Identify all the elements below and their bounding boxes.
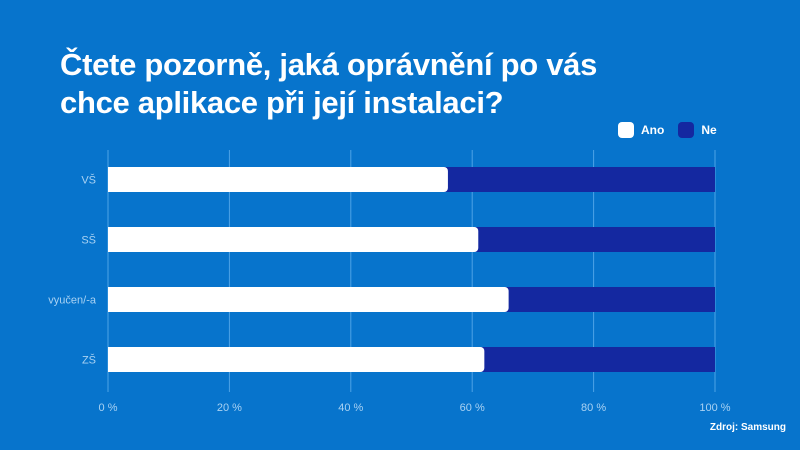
bar-ano <box>108 287 509 312</box>
bar-ano <box>108 227 479 252</box>
bar-ano-left-square <box>108 167 116 192</box>
legend: Ano Ne <box>618 122 731 138</box>
bar-ano <box>108 347 485 372</box>
x-tick-label: 40 % <box>338 402 363 414</box>
bar-ano-left-square <box>108 347 116 372</box>
source-note: Zdroj: Samsung <box>709 422 786 433</box>
legend-label-ano: Ano <box>641 123 665 137</box>
legend-swatch-ne <box>678 122 695 138</box>
x-tick-label: 80 % <box>581 402 606 414</box>
legend-label-ne: Ne <box>701 123 717 137</box>
x-tick-label: 20 % <box>217 402 242 414</box>
bar-ano-left-square <box>108 287 116 312</box>
y-category-label: SŠ <box>81 234 96 247</box>
legend-swatch-ano <box>618 122 634 138</box>
bar-ano-left-square <box>108 227 116 252</box>
x-tick-label: 100 % <box>699 402 730 414</box>
y-category-label: VŠ <box>81 174 96 187</box>
y-category-label: ZŠ <box>82 354 96 367</box>
bar-ano <box>108 167 448 192</box>
chart-title: Čtete pozorně, jaká oprávnění po vás chc… <box>60 47 598 120</box>
x-tick-label: 60 % <box>460 402 485 414</box>
x-tick-label: 0 % <box>99 402 118 414</box>
y-category-label: vyučen/-a <box>48 295 97 307</box>
